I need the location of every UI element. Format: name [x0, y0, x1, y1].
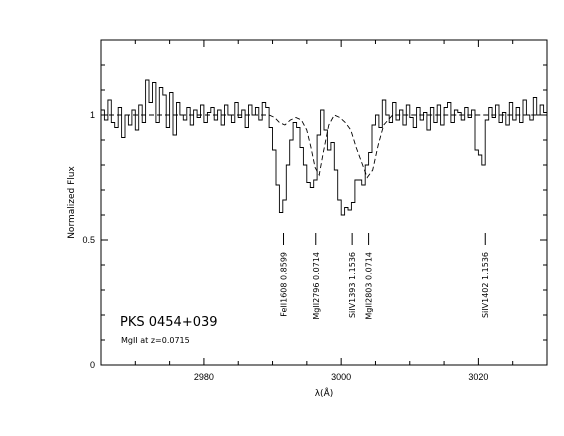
y-tick-label: 0.5: [82, 235, 95, 245]
line-marker-label: MgII2803 0.0714: [365, 252, 374, 320]
y-axis-label: Normalized Flux: [67, 166, 77, 239]
plot-frame: [100, 39, 548, 366]
line-marker-label: FeII1608 0.8599: [280, 252, 289, 317]
line-marker-label: SiIV1393 1.1536: [348, 252, 357, 318]
chart-title: PKS 0454+039: [120, 315, 218, 330]
x-tick-labels: 2980 3000 3020: [194, 372, 488, 382]
line-markers: FeII1608 0.8599 MgII2796 0.0714 SiIV1393 1…: [280, 233, 490, 320]
chart-subtitle: MgII at z=0.0715: [121, 336, 190, 345]
observed-spectrum-line: [101, 79, 547, 216]
y-tick-labels: 00.51: [82, 110, 95, 370]
x-tick-label: 2980: [194, 372, 214, 382]
x-axis-label: λ(Å): [315, 387, 334, 399]
line-marker-label: SiIV1402 1.1536: [481, 252, 490, 318]
y-tick-label: 0: [90, 360, 95, 370]
y-tick-label: 1: [90, 110, 95, 120]
spectrum-series: [101, 79, 547, 216]
x-tick-label: 3020: [468, 372, 488, 382]
line-marker-label: MgII2796 0.0714: [312, 252, 321, 320]
x-tick-label: 3000: [331, 372, 351, 382]
model-fit-line: [101, 114, 547, 179]
